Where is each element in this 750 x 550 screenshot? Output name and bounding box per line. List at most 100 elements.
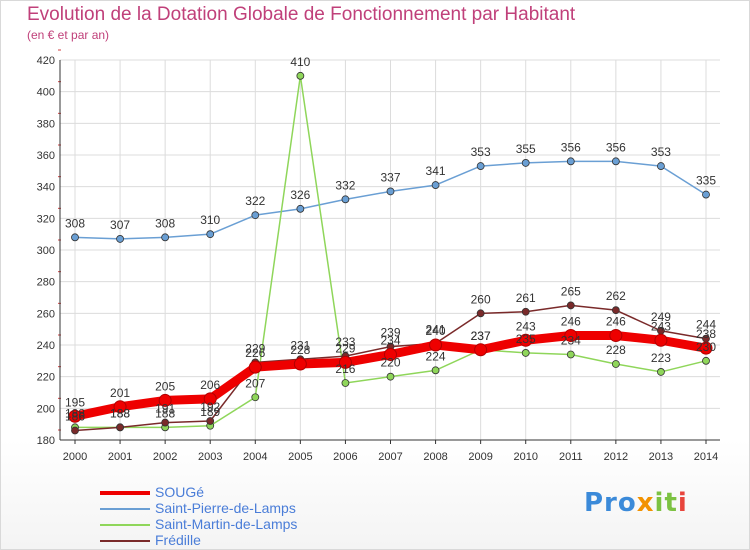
chart-legend: SOUGé Saint-Pierre-de-Lamps Saint-Martin… (100, 484, 360, 548)
data-label: 356 (606, 140, 626, 154)
legend-swatch (100, 508, 150, 510)
data-point (566, 301, 575, 310)
data-point (71, 426, 79, 435)
data-label: 241 (426, 322, 446, 336)
data-label: 229 (245, 341, 265, 355)
line-chart: 180 200 220 240 260 280 300 320 340 360 380 400 420 2… (37, 49, 720, 463)
data-label: 239 (380, 326, 400, 340)
y-tick-label: 320 (37, 213, 55, 225)
y-tick-label: 400 (37, 87, 55, 99)
data-point (521, 159, 530, 167)
legend-entry: SOUGé (100, 484, 360, 500)
data-label: 191 (155, 402, 175, 416)
data-label: 237 (471, 329, 491, 343)
y-tick-label: 240 (37, 340, 55, 352)
data-label: 234 (561, 334, 581, 348)
data-label: 410 (290, 55, 310, 69)
data-label: 201 (110, 386, 130, 400)
data-point (296, 204, 305, 213)
data-label: 195 (65, 395, 85, 409)
data-point (116, 423, 124, 432)
legend-swatch (100, 524, 150, 526)
data-label: 234 (380, 334, 400, 348)
data-label: 192 (200, 400, 220, 414)
data-point (206, 230, 215, 239)
data-point (611, 306, 620, 315)
data-label: 260 (471, 292, 491, 306)
y-tick-label: 200 (37, 403, 55, 415)
data-point (609, 329, 623, 342)
x-tick-label: 2013 (649, 451, 673, 463)
data-label: 233 (335, 335, 355, 349)
data-point (474, 343, 488, 357)
data-label: 265 (561, 284, 581, 298)
x-tick-label: 2000 (63, 451, 87, 463)
legend-entry: Saint-Martin-de-Lamps (100, 516, 360, 532)
data-point (657, 162, 665, 170)
data-point (161, 233, 170, 242)
data-label: 261 (516, 291, 536, 305)
y-tick-label: 180 (37, 435, 55, 447)
legend-entry: Saint-Pierre-de-Lamps (100, 500, 360, 516)
data-label: 355 (516, 142, 536, 156)
data-point (431, 181, 440, 189)
data-label: 226 (245, 346, 265, 360)
data-point (476, 162, 485, 170)
data-point (206, 417, 215, 425)
y-tick-label: 420 (37, 55, 55, 67)
data-point (341, 195, 350, 204)
data-point (296, 71, 305, 80)
data-point (611, 360, 620, 368)
data-point (158, 393, 172, 407)
data-point (341, 379, 350, 387)
data-label: 188 (110, 406, 130, 420)
data-label: 189 (200, 405, 220, 419)
data-label: 322 (245, 194, 265, 208)
data-point (386, 187, 395, 196)
data-label: 188 (65, 406, 85, 420)
data-label: 205 (155, 379, 175, 393)
data-label: 206 (200, 378, 220, 392)
data-point (203, 392, 217, 406)
data-label: 216 (335, 362, 355, 376)
data-label: 249 (651, 310, 671, 324)
data-label: 188 (110, 406, 130, 420)
x-tick-label: 2005 (288, 451, 312, 463)
data-point (68, 409, 82, 423)
data-label: 326 (290, 188, 310, 202)
data-point (429, 338, 443, 352)
x-tick-label: 2009 (468, 451, 492, 463)
data-point (248, 360, 262, 374)
chart-title: Evolution de la Dotation Globale de Fonc… (27, 4, 576, 25)
data-point (519, 333, 533, 347)
data-point (654, 333, 668, 347)
data-label: 240 (426, 324, 446, 338)
data-label: 228 (606, 343, 626, 357)
data-label: 220 (380, 356, 400, 370)
x-tick-label: 2003 (198, 451, 222, 463)
data-label: 310 (200, 213, 220, 227)
data-label: 337 (380, 170, 400, 184)
data-label: 353 (651, 145, 671, 159)
y-tick-label: 280 (37, 277, 55, 289)
data-point (384, 348, 397, 361)
x-tick-label: 2008 (423, 451, 447, 463)
data-label: 238 (696, 327, 716, 341)
data-point (71, 233, 79, 242)
data-label: 186 (65, 410, 85, 424)
y-tick-label: 360 (37, 150, 55, 162)
data-label: 224 (426, 349, 446, 363)
legend-swatch (100, 540, 150, 542)
y-tick-label: 380 (37, 118, 55, 130)
x-tick-label: 2006 (333, 451, 357, 463)
legend-swatch (100, 491, 150, 495)
data-point (116, 235, 124, 243)
data-point (113, 400, 127, 414)
data-point (564, 329, 578, 342)
data-label: 332 (335, 178, 355, 192)
data-label: 235 (516, 332, 536, 346)
data-point (521, 307, 530, 316)
legend-entry: Frédille (100, 532, 360, 548)
y-tick-label: 260 (37, 308, 55, 320)
data-point (476, 309, 485, 318)
